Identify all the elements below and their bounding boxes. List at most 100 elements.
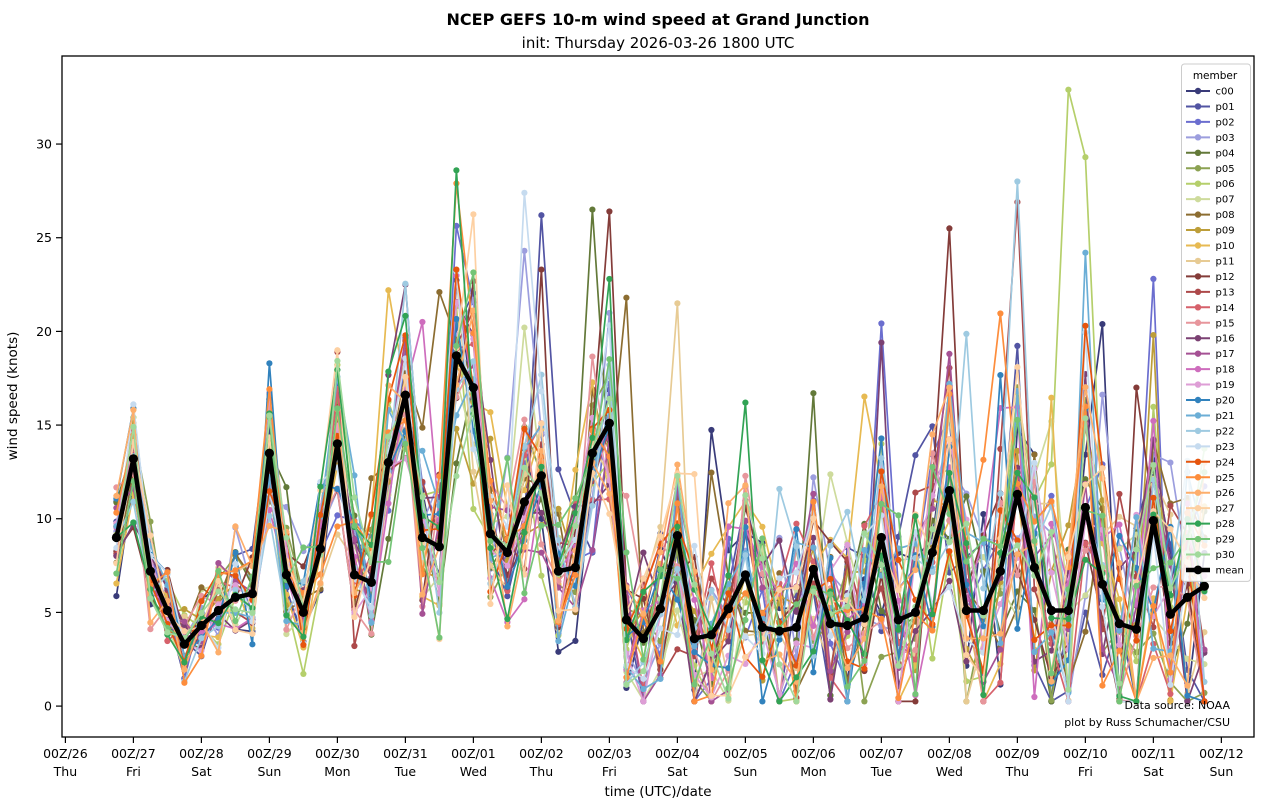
- member-p19-point: [1048, 569, 1055, 576]
- member-p23-point: [657, 625, 664, 632]
- legend-label-c00: c00: [1216, 87, 1234, 98]
- member-p28-point: [1082, 556, 1089, 563]
- member-p20-point: [1116, 532, 1123, 540]
- member-p19-point: [640, 698, 647, 705]
- member-p21-point: [844, 698, 851, 705]
- member-p25-point: [198, 652, 205, 659]
- member-p23-point: [640, 675, 647, 682]
- legend-label-p13: p13: [1216, 287, 1235, 298]
- x-tick-label-utc: 00Z/04: [655, 746, 700, 761]
- member-p29-point: [963, 558, 970, 565]
- member-p28-point: [1065, 615, 1072, 623]
- member-p29-point: [657, 566, 664, 573]
- member-p29-point: [1048, 670, 1055, 677]
- member-p28-point: [504, 615, 511, 623]
- member-p16-point: [793, 608, 800, 615]
- member-p29-point: [1031, 538, 1038, 545]
- member-p25-point: [810, 498, 817, 505]
- member-p22-point: [198, 635, 205, 642]
- member-p15-point: [1082, 547, 1089, 554]
- legend-label-mean: mean: [1216, 565, 1244, 576]
- member-p26-point: [317, 580, 324, 587]
- mean-point: [638, 634, 649, 644]
- x-tick-label-utc: 00Z/07: [859, 746, 904, 761]
- member-p21-point: [1031, 648, 1038, 656]
- x-tick-label-utc: 00Z/12: [1199, 746, 1244, 761]
- x-tick-label-day: Sun: [258, 764, 282, 779]
- member-p28-point: [1133, 698, 1140, 705]
- member-p28-point: [640, 588, 647, 595]
- member-p19-point: [793, 640, 800, 647]
- member-p06-point: [929, 655, 936, 662]
- mean-point: [315, 544, 325, 554]
- member-p26-point: [725, 500, 732, 507]
- member-p12-point: [300, 563, 307, 570]
- member-p25-point: [657, 658, 664, 665]
- x-tick-label-utc: 00Z/01: [451, 746, 496, 761]
- member-p26-point: [266, 522, 273, 530]
- member-p27-point: [1099, 465, 1106, 472]
- member-p29-point: [827, 591, 834, 598]
- member-p29-point: [351, 522, 358, 529]
- member-p26-point: [980, 635, 987, 642]
- legend-sample-marker-p03: [1194, 134, 1202, 141]
- member-p29-point: [1099, 512, 1106, 519]
- member-p29-point: [980, 535, 987, 542]
- mean-point: [859, 613, 870, 623]
- mean-point: [1165, 609, 1175, 619]
- member-p18-point: [419, 318, 426, 326]
- member-p30-point: [861, 530, 868, 537]
- member-p30-point: [521, 464, 528, 471]
- member-p28-point: [317, 483, 324, 490]
- member-p11-point: [1116, 513, 1123, 520]
- legend-sample-marker-p11: [1194, 257, 1202, 265]
- member-p22-point: [402, 280, 409, 287]
- x-tick-label-day: Fri: [602, 764, 617, 779]
- member-p23-point: [742, 633, 749, 640]
- member-p04-point: [1184, 620, 1191, 627]
- member-p06-point: [1150, 403, 1157, 410]
- member-p13-point: [1116, 490, 1123, 498]
- legend-label-p11: p11: [1216, 256, 1235, 267]
- member-p25-point: [980, 456, 987, 463]
- member-p30-point: [1116, 680, 1123, 687]
- member-p27-point: [487, 600, 494, 608]
- member-p13-point: [1031, 586, 1038, 593]
- x-tick-label-utc: 00Z/27: [111, 746, 156, 761]
- member-p14-point: [164, 637, 171, 645]
- legend-label-p29: p29: [1216, 535, 1235, 546]
- member-p14-point: [793, 520, 800, 527]
- member-p24-point: [878, 468, 885, 475]
- member-p20-point: [249, 641, 256, 648]
- member-p21-point: [283, 618, 290, 625]
- mean-point: [162, 605, 172, 616]
- member-p27-point: [657, 533, 664, 540]
- member-p08-point: [419, 424, 426, 431]
- member-p30-point: [351, 494, 358, 501]
- legend-label-p09: p09: [1216, 226, 1235, 237]
- member-p11-point: [181, 613, 188, 620]
- member-p24-point: [1150, 494, 1157, 501]
- member-p17-point: [589, 547, 596, 554]
- legend-sample-marker-p14: [1194, 304, 1202, 311]
- legend-label-p12: p12: [1216, 272, 1235, 283]
- member-p23-point: [776, 575, 783, 582]
- legend-sample-marker-p07: [1194, 195, 1202, 203]
- x-tick-label-utc: 00Z/11: [1131, 746, 1176, 761]
- member-p12-point: [538, 266, 545, 273]
- member-p12-point: [946, 225, 953, 232]
- member-p25-point: [181, 679, 188, 686]
- member-p28-point: [1014, 469, 1021, 476]
- member-p28-point: [453, 167, 460, 174]
- member-p25-point: [878, 615, 885, 623]
- member-p21-point: [351, 472, 358, 479]
- legend-sample-marker-p10: [1194, 242, 1202, 249]
- member-p26-point: [1116, 560, 1123, 567]
- member-p30-point: [929, 526, 936, 533]
- member-p25-point: [997, 310, 1004, 317]
- member-p25-point: [1167, 669, 1174, 676]
- x-tick-label-utc: 00Z/28: [179, 746, 224, 761]
- member-p24-point: [1082, 322, 1089, 329]
- member-p29-point: [215, 567, 222, 575]
- member-p20-point: [1184, 692, 1191, 699]
